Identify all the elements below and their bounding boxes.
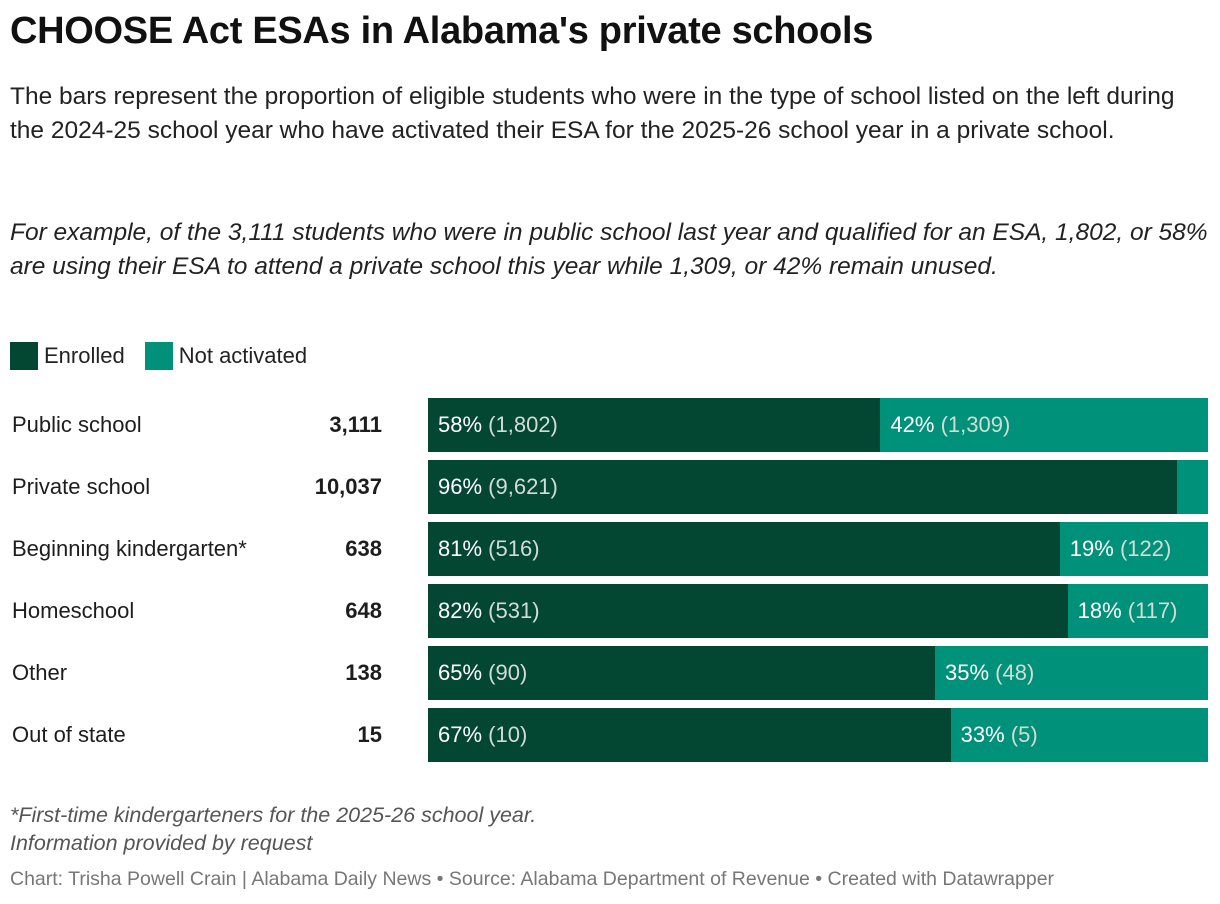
bar-label-count: (10) [488, 722, 528, 747]
row-label-homeschool: Homeschool [12, 598, 135, 623]
bar-enrolled-public-school [428, 398, 881, 452]
row-label-beginning-kindergarten: Beginning kindergarten* [12, 536, 247, 561]
bar-label-count: (117) [1127, 598, 1178, 623]
legend-swatch-not-activated [144, 342, 173, 370]
bar-label-pct: 42% [890, 412, 935, 437]
bar-label-pct: 65% [438, 660, 483, 685]
bar-label-pct: 58% [438, 412, 483, 437]
row-label-private-school: Private school [12, 474, 151, 499]
bar-label-pct: 35% [945, 660, 990, 685]
bar-label-pct: 67% [438, 722, 483, 747]
bar-label-pct: 33% [960, 722, 1005, 747]
bar-label-enrolled-public-school: 58% (1,802) [438, 398, 558, 452]
row-total-out-of-state: 15 [357, 722, 382, 747]
chart-credit: Chart: Trisha Powell Crain | Alabama Dai… [10, 868, 1055, 890]
legend-item-enrolled: Enrolled [10, 342, 125, 370]
bar-label-count: (90) [488, 660, 528, 685]
bar-label-pct: 81% [438, 536, 483, 561]
bar-label-count: (5) [1010, 722, 1038, 747]
bar-label-pct: 96% [438, 474, 483, 499]
bar-not-activated-public-school [880, 398, 1208, 452]
bar-label-pct: 19% [1069, 536, 1114, 561]
bar-label-count: (1,309) [940, 412, 1011, 437]
bar-not-activated-private-school [1176, 460, 1208, 514]
chart-example-note: For example, of the 3,111 students who w… [10, 219, 1208, 280]
bar-label-not-activated-public-school: 42% (1,309) [890, 398, 1010, 452]
bar-label-not-activated-other: 35% (48) [945, 646, 1034, 700]
bar-label-not-activated-out-of-state: 33% (5) [961, 708, 1038, 762]
row-total-beginning-kindergarten: 638 [345, 536, 382, 561]
chart-subtitle: The bars represent the proportion of eli… [10, 83, 1175, 144]
row-total-other: 138 [345, 660, 382, 685]
bar-label-count: (1,802) [488, 412, 558, 437]
bar-label-enrolled-homeschool: 82% (531) [438, 584, 540, 638]
bar-enrolled-other [428, 646, 935, 700]
legend-swatch-enrolled [10, 342, 38, 370]
footnotes: *First-time kindergarteners for the 2025… [10, 801, 536, 857]
bar-label-enrolled-other: 65% (90) [438, 646, 527, 700]
chart-title: CHOOSE Act ESAs in Alabama's private sch… [10, 10, 874, 52]
bar-label-enrolled-private-school: 96% (9,621) [438, 460, 558, 514]
footnote-info: Information provided by request [10, 831, 313, 855]
row-label-other: Other [12, 660, 68, 685]
row-total-homeschool: 648 [345, 598, 382, 623]
row-label-public-school: Public school [12, 412, 142, 437]
bar-label-enrolled-beginning-kindergarten: 81% (516) [438, 522, 540, 576]
bar-enrolled-out-of-state [428, 708, 951, 762]
bar-not-activated-beginning-kindergarten [1059, 522, 1208, 576]
bar-label-pct: 18% [1077, 598, 1122, 623]
row-total-private-school: 10,037 [314, 474, 382, 499]
row-total-public-school: 3,111 [329, 412, 382, 437]
bar-label-count: (122) [1119, 536, 1172, 561]
bar-label-count: (531) [488, 598, 540, 623]
bar-not-activated-other [935, 646, 1208, 700]
bar-enrolled-homeschool [428, 584, 1068, 638]
bar-enrolled-private-school [428, 460, 1177, 514]
row-label-out-of-state: Out of state [12, 722, 126, 747]
legend-item-not-activated: Not activated [144, 342, 308, 370]
bar-label-enrolled-out-of-state: 67% (10) [438, 708, 527, 762]
legend: Enrolled Not activated [10, 341, 327, 371]
bar-label-count: (9,621) [488, 474, 558, 499]
legend-label-enrolled: Enrolled [44, 343, 125, 368]
bar-label-pct: 82% [438, 598, 483, 623]
legend-label-not-activated: Not activated [178, 343, 308, 368]
footnote-kindergarten: *First-time kindergarteners for the 2025… [10, 803, 537, 827]
bar-label-count: (516) [488, 536, 540, 561]
bar-enrolled-beginning-kindergarten [428, 522, 1060, 576]
bar-not-activated-homeschool [1067, 584, 1208, 638]
bar-label-not-activated-beginning-kindergarten: 19% (122) [1070, 522, 1172, 576]
bar-not-activated-out-of-state [950, 708, 1208, 762]
bar-label-not-activated-homeschool: 18% (117) [1078, 584, 1178, 638]
bar-label-count: (48) [995, 660, 1035, 685]
